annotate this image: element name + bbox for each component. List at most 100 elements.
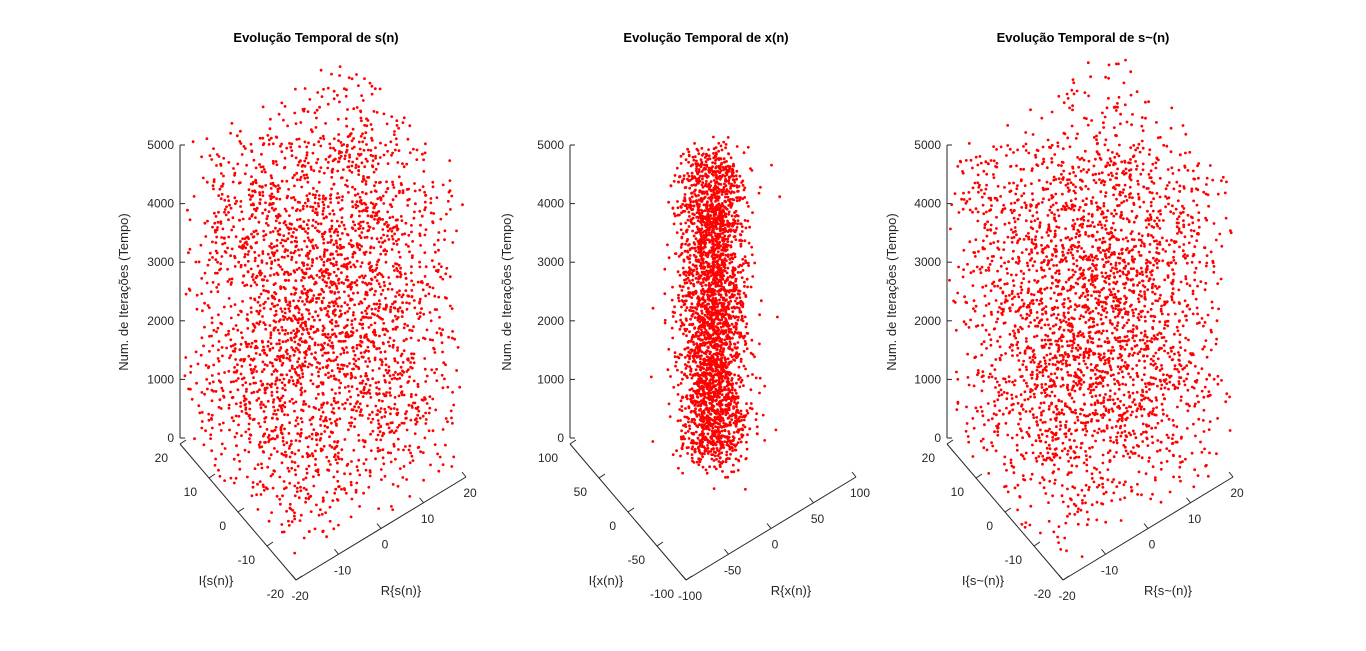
scatter-point <box>301 271 305 274</box>
scatter-point <box>232 380 236 383</box>
scatter-point <box>365 293 369 297</box>
scatter-point <box>383 407 387 411</box>
scatter-point <box>365 333 368 336</box>
z-tick-label: 5000 <box>147 138 174 152</box>
scatter-point <box>229 380 233 384</box>
scatter-point <box>295 228 298 232</box>
scatter-point <box>320 274 324 277</box>
scatter-point <box>332 359 335 363</box>
scatter-point <box>408 302 411 305</box>
scatter-point <box>269 231 272 234</box>
scatter-point <box>431 220 434 224</box>
scatter-point <box>350 460 353 463</box>
scatter-point <box>309 327 313 331</box>
scatter-point <box>694 360 698 364</box>
scatter-point <box>700 312 704 315</box>
scatter-point <box>442 361 446 365</box>
scatter-point <box>369 282 373 286</box>
scatter-point <box>353 265 357 269</box>
scatter-point <box>305 153 309 157</box>
scatter-point <box>712 179 716 182</box>
scatter-point <box>348 261 352 264</box>
scatter-point <box>270 196 274 199</box>
scatter-point <box>271 181 275 185</box>
scatter-point <box>248 363 252 367</box>
scatter-point <box>381 228 385 231</box>
scatter-point <box>365 306 369 310</box>
scatter-point <box>254 208 258 211</box>
scatter-point <box>299 489 303 493</box>
scatter-point <box>356 469 360 472</box>
scatter-point <box>270 251 274 254</box>
scatter-point <box>274 382 277 386</box>
i-axis-label: I{x(n)} <box>589 573 624 588</box>
scatter-point <box>398 467 402 470</box>
scatter-point <box>366 148 370 152</box>
scatter-point <box>248 407 252 411</box>
scatter-point <box>315 273 319 277</box>
scatter-point <box>393 269 396 272</box>
scatter-point <box>297 374 301 377</box>
scatter-point <box>333 377 337 381</box>
scatter-point <box>269 274 272 277</box>
scatter-point <box>670 326 674 330</box>
scatter-point <box>437 231 441 234</box>
scatter-point <box>304 320 307 324</box>
scatter-point <box>338 367 342 371</box>
scatter-point <box>314 244 318 247</box>
scatter-point <box>197 404 201 408</box>
scatter-point <box>293 227 296 231</box>
scatter-point <box>451 421 454 425</box>
scatter-point <box>249 182 253 186</box>
scatter-point <box>679 162 683 165</box>
scatter-point <box>691 401 695 405</box>
scatter-point <box>693 352 696 356</box>
scatter-point <box>427 411 431 415</box>
scatter-point <box>325 455 329 459</box>
scatter-point <box>253 346 257 350</box>
scatter-point <box>282 118 285 122</box>
scatter-point <box>328 519 332 523</box>
scatter-point <box>687 437 691 440</box>
scatter-point <box>213 221 217 225</box>
scatter-point <box>283 207 287 211</box>
scatter-point <box>212 178 216 182</box>
scatter-point <box>324 158 328 161</box>
scatter-point <box>389 394 392 397</box>
scatter-point <box>294 334 298 338</box>
scatter-point <box>368 225 372 229</box>
scatter-point <box>265 428 269 431</box>
r-tick-label: 0 <box>382 538 389 552</box>
scatter-point <box>383 393 387 397</box>
scatter-point <box>329 281 333 284</box>
scatter-point <box>274 368 277 371</box>
scatter-point <box>322 290 326 294</box>
scatter-point <box>233 256 237 260</box>
scatter-point <box>703 271 707 274</box>
scatter-point <box>346 384 350 388</box>
r-tick-mark <box>291 574 297 581</box>
scatter-point <box>431 338 434 342</box>
scatter-point <box>727 363 730 366</box>
scatter-point <box>704 241 707 245</box>
scatter-point <box>382 153 386 157</box>
scatter-point <box>321 366 325 369</box>
scatter-point <box>269 174 273 178</box>
scatter-point <box>384 410 387 414</box>
scatter-point <box>418 265 422 269</box>
scatter-point <box>373 293 376 297</box>
scatter-point <box>363 136 367 140</box>
scatter-point <box>338 157 342 160</box>
scatter-point <box>388 282 392 286</box>
scatter-point <box>378 449 382 452</box>
scatter-point <box>286 303 290 307</box>
scatter-point <box>273 259 277 262</box>
scatter-point <box>283 316 287 319</box>
chart-panel-2: -100-50050100-100-5005010001000200030004… <box>499 30 870 603</box>
scatter-point <box>379 252 383 256</box>
scatter-point <box>311 415 315 419</box>
scatter-point <box>359 318 363 322</box>
scatter-point <box>435 196 439 200</box>
scatter-point <box>736 292 740 296</box>
scatter-point <box>271 346 275 350</box>
